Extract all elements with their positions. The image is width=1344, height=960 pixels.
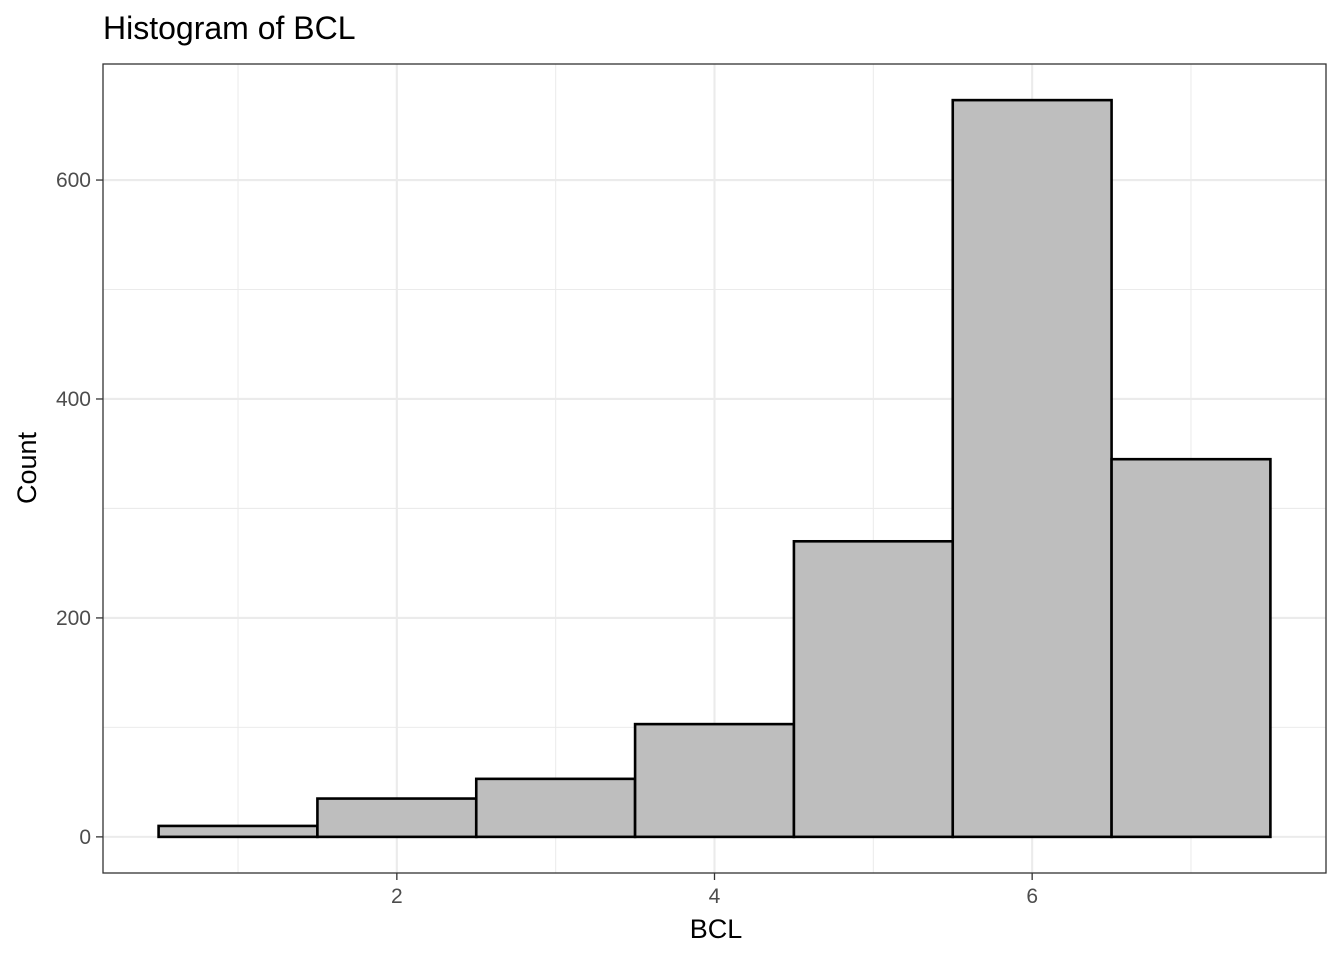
x-axis-title: BCL <box>690 914 743 944</box>
histogram-bar <box>474 777 637 839</box>
y-tick-label: 600 <box>56 169 91 192</box>
histogram-bar <box>316 797 478 839</box>
x-tick-label: 2 <box>391 885 403 908</box>
histogram-bar <box>1110 457 1272 839</box>
histogram-bars <box>157 98 1272 839</box>
y-axis: 0 200 400 600 <box>56 169 103 849</box>
x-tick-label: 4 <box>709 885 721 908</box>
histogram-bar <box>951 98 1113 839</box>
y-tick-label: 400 <box>56 388 91 411</box>
histogram-bar <box>157 824 319 839</box>
y-axis-title: Count <box>12 431 42 504</box>
x-tick-label: 6 <box>1026 885 1038 908</box>
x-axis: 2 4 6 <box>391 873 1038 908</box>
y-tick-label: 200 <box>56 607 91 630</box>
chart-title: Histogram of BCL <box>103 10 356 46</box>
y-tick-label: 0 <box>79 826 91 849</box>
histogram-bar <box>633 722 796 839</box>
histogram-bar <box>792 539 955 839</box>
